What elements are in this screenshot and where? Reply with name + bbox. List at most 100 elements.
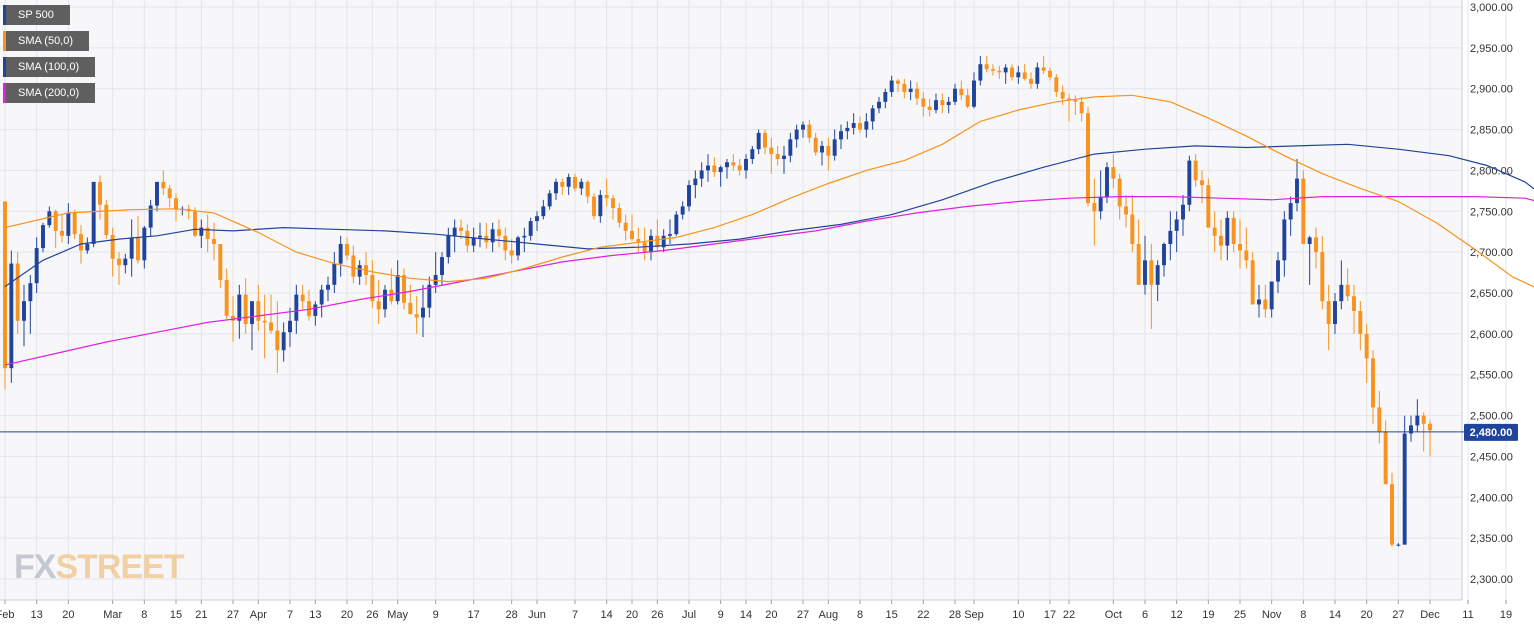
x-tick-label: 19 xyxy=(1202,609,1214,621)
x-tick-label: 21 xyxy=(195,609,207,621)
candle xyxy=(1377,391,1382,444)
y-tick-label: 2,900.00 xyxy=(1470,84,1513,96)
x-tick-label: 17 xyxy=(468,609,480,621)
x-tick-label: Jun xyxy=(528,609,546,621)
x-tick-label: 13 xyxy=(31,609,43,621)
legend-item: SMA (50,0) xyxy=(3,31,89,51)
candle xyxy=(1288,196,1293,236)
candle xyxy=(655,219,660,253)
candle-body xyxy=(395,275,400,302)
candle xyxy=(395,260,400,305)
fxstreet-watermark-logo: FXSTREET xyxy=(14,548,185,586)
candle-body xyxy=(313,304,318,316)
x-tick-label: 9 xyxy=(718,609,724,621)
candle-body xyxy=(452,227,457,236)
candle xyxy=(250,301,254,351)
candle xyxy=(41,222,45,253)
candle-body xyxy=(554,181,558,194)
candle xyxy=(199,219,204,249)
candle xyxy=(744,154,748,179)
candle xyxy=(503,227,508,261)
x-tick-label: Aug xyxy=(819,609,839,621)
y-tick-label: 2,500.00 xyxy=(1470,411,1513,423)
candle xyxy=(547,190,552,210)
candle-body xyxy=(319,289,324,305)
candle xyxy=(877,96,881,114)
candle-body xyxy=(1396,544,1401,546)
candle-body xyxy=(98,181,102,205)
candle xyxy=(1238,219,1242,269)
candle-body xyxy=(1301,178,1306,244)
candle-body xyxy=(1060,91,1065,99)
candle-body xyxy=(218,243,223,280)
x-axis: Feb 13 20 Mar 8 15 21 27 Apr 7 13 20 26 May 9 17 28 Jun 7 1… xyxy=(0,599,1512,621)
y-tick-label: 2,350.00 xyxy=(1470,533,1513,545)
y-tick-label: 2,450.00 xyxy=(1470,451,1513,463)
candle-body xyxy=(1326,301,1331,325)
x-tick-label: 17 xyxy=(1044,609,1056,621)
y-tick-label: 2,850.00 xyxy=(1470,125,1513,137)
candle-body xyxy=(1307,237,1312,244)
candle-body xyxy=(680,206,685,215)
candle-body xyxy=(1238,243,1242,251)
candle xyxy=(845,121,850,140)
candle xyxy=(972,72,976,109)
candle xyxy=(661,229,666,253)
candle-body xyxy=(427,284,432,308)
candle-body xyxy=(205,227,210,240)
current-price-line: 2,480.00 xyxy=(0,423,1518,441)
x-tick-label: 7 xyxy=(287,609,293,621)
candle-body xyxy=(617,208,622,223)
candle xyxy=(117,252,121,285)
candle-body xyxy=(877,101,881,109)
sma-200-line xyxy=(4,196,1534,366)
candle-body xyxy=(1345,284,1350,297)
candle xyxy=(598,190,603,223)
candle xyxy=(687,180,691,212)
candle-body xyxy=(712,165,717,173)
candle-body xyxy=(1377,407,1382,432)
candle xyxy=(1086,106,1090,207)
candle xyxy=(1345,268,1350,302)
candle xyxy=(1016,65,1021,84)
candle-body xyxy=(731,162,736,166)
candle-body xyxy=(383,289,387,310)
x-tick-label: 8 xyxy=(857,609,863,621)
candle xyxy=(142,225,147,269)
candle-body xyxy=(85,243,90,251)
candle xyxy=(1124,194,1128,228)
candle-body xyxy=(604,194,609,199)
candle-body xyxy=(15,263,20,321)
candle xyxy=(769,137,774,174)
candle-body xyxy=(585,181,590,197)
candle xyxy=(959,80,964,101)
candle xyxy=(421,284,425,338)
candle-body xyxy=(338,243,343,264)
candle xyxy=(110,227,115,277)
x-tick-label: 14 xyxy=(740,609,752,621)
candle-body xyxy=(566,176,571,187)
candle-body xyxy=(243,294,248,325)
candle-body xyxy=(946,101,951,106)
y-tick-label: 2,950.00 xyxy=(1470,43,1513,55)
candle xyxy=(148,199,153,236)
x-tick-label: 12 xyxy=(1171,609,1183,621)
candle-body xyxy=(53,211,58,231)
candle-body xyxy=(1016,72,1021,78)
x-tick-label: 8 xyxy=(141,609,147,621)
candle-body xyxy=(1029,78,1033,84)
candle-body xyxy=(1136,243,1141,285)
candle-body xyxy=(79,234,83,251)
candle-body xyxy=(370,275,375,302)
candle-body xyxy=(1212,227,1217,236)
candle-body xyxy=(1276,260,1280,282)
candle xyxy=(471,227,476,253)
candle-body xyxy=(934,100,938,110)
candle-body xyxy=(174,198,178,210)
candle xyxy=(1383,420,1388,485)
candle-body xyxy=(307,301,311,316)
candle-body xyxy=(655,235,660,248)
candle-body xyxy=(1035,67,1040,84)
candle-body xyxy=(1282,219,1287,261)
x-tick-label: 20 xyxy=(1361,609,1373,621)
